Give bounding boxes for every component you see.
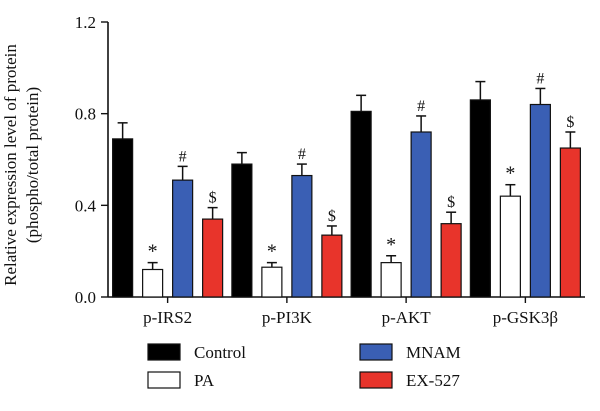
legend: Control PA MNAM EX-527 <box>147 343 461 390</box>
y-axis-title-line2: (phospho/total protein) <box>23 87 42 243</box>
significance-marker: $ <box>328 208 336 225</box>
significance-marker: * <box>267 241 277 263</box>
significance-marker: * <box>505 163 515 185</box>
significance-marker: # <box>179 148 187 165</box>
x-tick-label: p-IRS2 <box>143 308 192 327</box>
significance-marker: * <box>386 234 396 256</box>
x-tick-label: p-AKT <box>382 308 432 327</box>
y-axis-title-line1: Relative expression level of protein <box>1 44 20 286</box>
y-axis-title: Relative expression level of protein (ph… <box>1 44 42 286</box>
significance-marker: # <box>298 146 306 163</box>
significance-marker: $ <box>447 194 455 211</box>
legend-item: EX-527 <box>359 371 460 390</box>
legend-item: MNAM <box>359 343 461 362</box>
bar-control <box>231 163 253 298</box>
legend-swatch <box>359 371 393 389</box>
x-tick-labels: p-IRS2 p-PI3K p-AKT p-GSK3β <box>143 308 558 327</box>
legend-item: Control <box>147 343 246 362</box>
legend-label: EX-527 <box>406 371 460 390</box>
bar-ex-527 <box>202 218 224 298</box>
y-tick-label: 0.8 <box>75 105 96 124</box>
legend-swatch <box>147 343 181 361</box>
significance-marker: # <box>536 70 544 87</box>
bar-ex-527 <box>321 234 343 298</box>
bar-pa <box>380 262 402 298</box>
significance-marker: $ <box>566 114 574 131</box>
x-tick-label: p-GSK3β <box>493 308 558 327</box>
significance-marker: $ <box>209 190 217 207</box>
bar-ex-527 <box>440 223 462 298</box>
legend-label: PA <box>194 371 215 390</box>
bar-mnam <box>291 174 313 298</box>
bar-control <box>112 138 134 298</box>
x-tick-label: p-PI3K <box>262 308 313 327</box>
legend-swatch <box>359 343 393 361</box>
y-tick-label: 0.4 <box>75 196 97 215</box>
y-tick-label: 1.2 <box>75 13 96 32</box>
legend-label: MNAM <box>406 343 461 362</box>
significance-marker: * <box>148 241 158 263</box>
bar-mnam <box>172 179 194 298</box>
legend-item: PA <box>147 371 215 390</box>
bar-control <box>350 110 372 298</box>
bar-ex-527 <box>559 147 581 298</box>
bar-pa <box>261 266 283 298</box>
bar-pa <box>142 268 164 298</box>
bar-groups: * # $ * # $ * # $ * # $ <box>112 70 581 298</box>
bar-control <box>469 99 491 298</box>
bar-pa <box>499 195 521 298</box>
bar-mnam <box>410 131 432 298</box>
legend-label: Control <box>194 343 246 362</box>
bar-mnam <box>529 103 551 298</box>
y-tick-label: 0.0 <box>75 288 96 307</box>
legend-swatch <box>147 371 181 389</box>
significance-marker: # <box>417 98 425 115</box>
